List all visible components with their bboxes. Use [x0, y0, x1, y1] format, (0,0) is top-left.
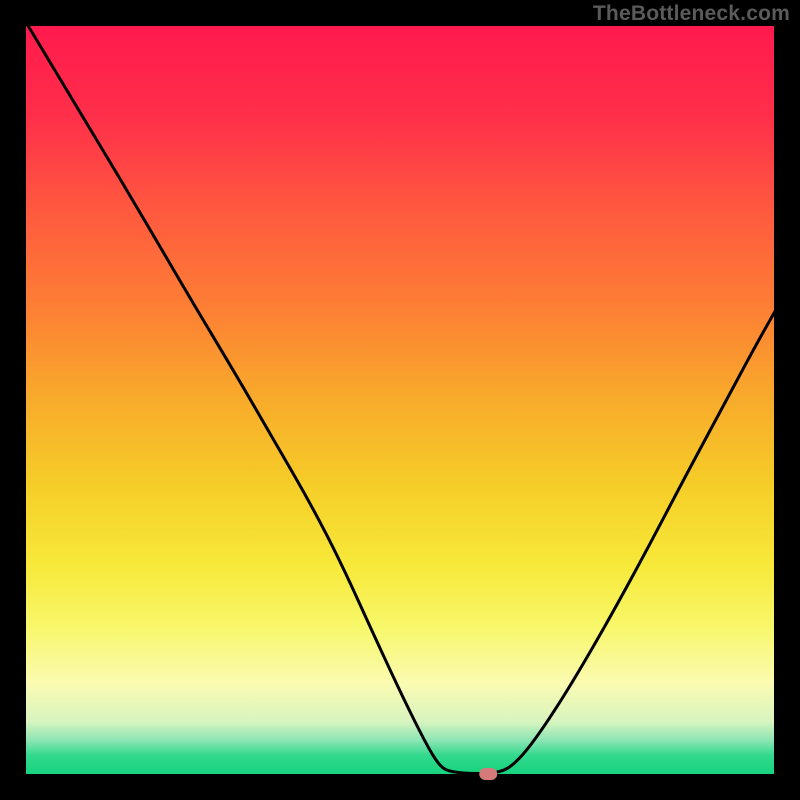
- current-marker: [479, 768, 497, 780]
- bottleneck-chart: TheBottleneck.com: [0, 0, 800, 800]
- watermark-label: TheBottleneck.com: [593, 2, 790, 26]
- chart-canvas: [0, 0, 800, 800]
- plot-background: [26, 26, 774, 774]
